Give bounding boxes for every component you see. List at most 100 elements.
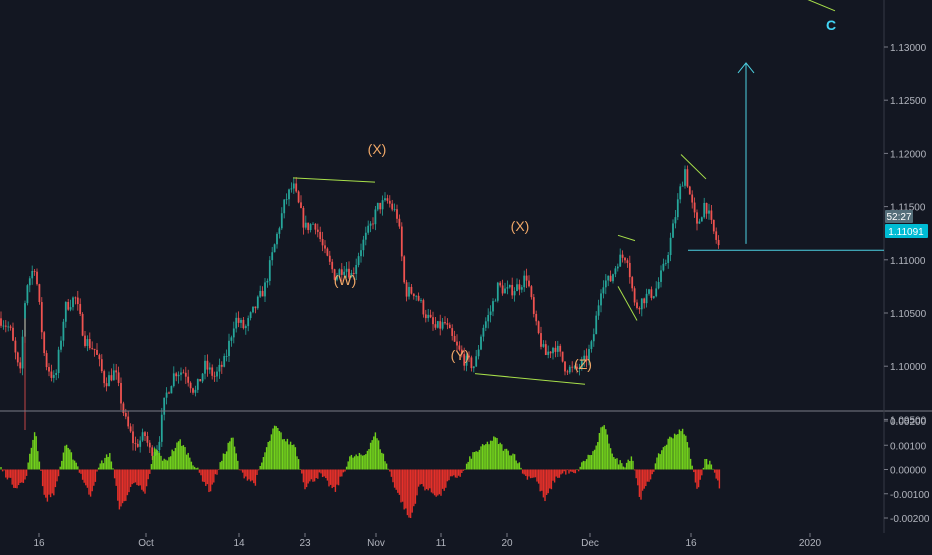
hist-bar [601, 426, 604, 470]
hist-bar [73, 460, 76, 470]
price-tick-label: 1.09500 [890, 415, 927, 426]
arrow-head[interactable] [737, 62, 755, 74]
hist-bar [38, 461, 41, 470]
projection-arrow[interactable] [737, 62, 755, 244]
candle [585, 348, 588, 368]
candle [496, 281, 499, 303]
hist-bar [507, 450, 509, 470]
candle [187, 369, 190, 387]
candle [184, 366, 187, 384]
candle [261, 286, 264, 297]
hist-bar [414, 469, 417, 504]
hist-bar [550, 469, 553, 490]
candle [201, 373, 204, 384]
hist-bar [577, 469, 580, 472]
hist-bar [512, 453, 514, 470]
hist-bar [120, 469, 122, 507]
hist-bar [142, 469, 145, 492]
hist-bar [651, 469, 653, 475]
candle [559, 343, 562, 357]
candle [379, 202, 382, 214]
time-axis[interactable]: 16 Oct 14 23 Nov 11 20 Dec 16 2020 [33, 533, 822, 549]
hist-bar [157, 450, 159, 470]
hist-bar [286, 438, 289, 470]
hist-bar [606, 434, 609, 470]
hist-bar [333, 469, 335, 487]
wave-trendline[interactable] [680, 154, 707, 180]
hist-bar [445, 469, 447, 488]
elliott-wave-lines[interactable] [292, 0, 836, 385]
candle [554, 341, 557, 358]
candle [158, 436, 161, 457]
hist-bar [262, 457, 265, 470]
candle [386, 194, 389, 204]
hist-bar [547, 469, 549, 494]
hist-bar [273, 425, 276, 470]
hist-bar [557, 469, 559, 478]
hist-bar [182, 445, 185, 470]
candle [331, 258, 334, 273]
hist-bar [584, 461, 586, 470]
candle [247, 315, 250, 332]
candle [52, 370, 55, 383]
candle [57, 346, 60, 379]
wave-trendline[interactable] [474, 373, 586, 385]
candle [362, 235, 365, 257]
hist-bar [153, 448, 156, 470]
candle [96, 343, 98, 356]
candle [547, 345, 550, 359]
hist-bar [51, 469, 53, 494]
candle [712, 219, 715, 235]
wave-label-x1: (X) [368, 141, 387, 157]
hist-bar [457, 469, 460, 476]
candle [355, 258, 358, 281]
hist-bar [104, 457, 106, 470]
hist-bar [185, 454, 188, 470]
hist-bar [81, 469, 84, 480]
price-axis[interactable]: 1.13000 1.12500 1.12000 1.11500 1.11000 1.105… [884, 43, 927, 426]
candle [136, 439, 139, 448]
candle [172, 366, 175, 388]
candle [688, 185, 691, 195]
hist-bar [518, 462, 521, 470]
candle [590, 339, 593, 353]
hist-bar [385, 463, 388, 470]
oscillator-axis[interactable]: 0.00200 0.00100 0.00000 -0.00100 -0.00200 [884, 417, 930, 525]
candle [271, 246, 274, 266]
candle [672, 219, 674, 238]
candle [211, 364, 214, 380]
hist-bar [325, 469, 327, 479]
candle [573, 365, 576, 370]
hist-bar [299, 469, 301, 470]
price-tick-label: 1.10000 [890, 362, 927, 373]
candle [583, 350, 586, 367]
candle [432, 311, 434, 331]
wave-trendline[interactable] [292, 177, 376, 183]
hist-bar [97, 467, 100, 470]
hist-bar [342, 469, 345, 473]
hist-bar [237, 460, 239, 470]
hist-bar [499, 442, 501, 470]
hist-bar [344, 469, 346, 472]
hist-bar [187, 452, 189, 470]
hist-bar [243, 469, 245, 479]
hist-bar [126, 469, 129, 496]
hist-bar [667, 438, 669, 470]
hist-bar [117, 469, 119, 501]
candle [112, 363, 115, 381]
hist-bar [46, 469, 49, 502]
candle [700, 216, 703, 222]
candle [14, 337, 17, 360]
hist-bar [209, 469, 212, 492]
wave-trendline[interactable] [617, 234, 636, 242]
candle [391, 199, 394, 212]
osc-tick-label: -0.00100 [890, 490, 930, 501]
hist-bar [205, 469, 207, 486]
wave-trendline[interactable] [709, 0, 836, 12]
candle [571, 361, 574, 373]
hist-bar [149, 469, 151, 474]
wave-trendline[interactable] [617, 286, 638, 321]
hist-bar [216, 469, 218, 475]
